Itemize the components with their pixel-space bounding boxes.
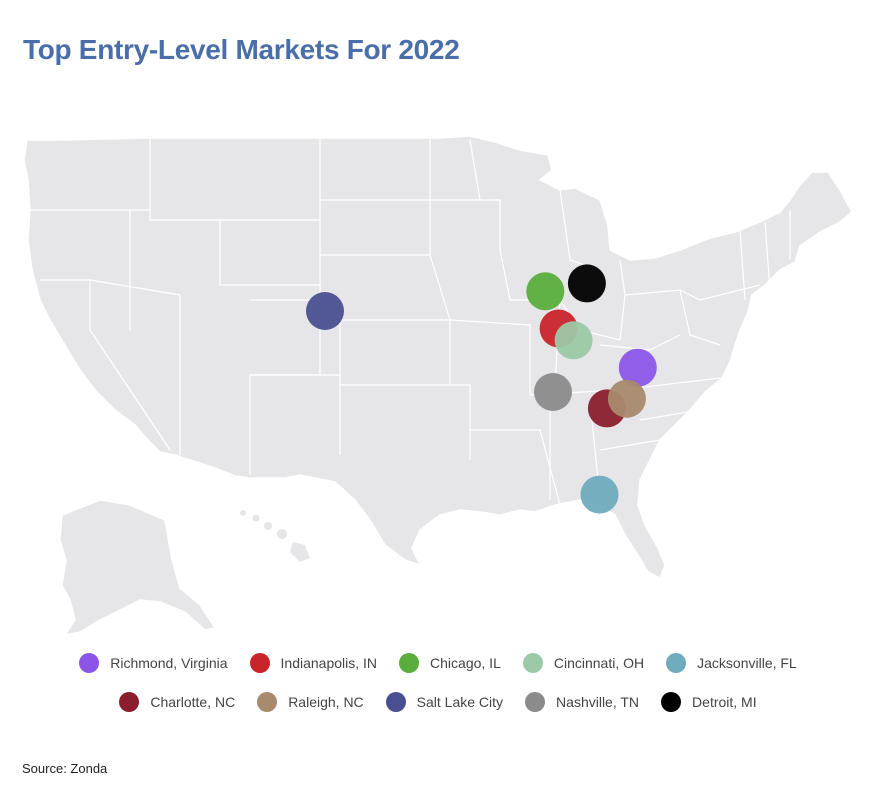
legend-item-salt-lake-city: Salt Lake City xyxy=(385,692,504,712)
marker-chicago-il xyxy=(526,272,565,311)
legend-swatch xyxy=(525,692,546,712)
marker-cincinnati-oh xyxy=(554,321,593,360)
legend-label: Charlotte, NC xyxy=(150,694,236,710)
legend-label: Indianapolis, IN xyxy=(280,655,378,671)
legend-item-cincinnati-oh: Cincinnati, OH xyxy=(522,653,645,673)
legend-item-richmond-virginia: Richmond, Virginia xyxy=(79,653,228,673)
legend-item-indianapolis-in: Indianapolis, IN xyxy=(249,653,378,673)
legend-label: Nashville, TN xyxy=(556,694,640,710)
market-markers xyxy=(306,264,657,514)
legend-item-detroit-mi: Detroit, MI xyxy=(661,692,757,712)
page-title: Top Entry-Level Markets For 2022 xyxy=(23,34,460,65)
legend-row-1: Richmond, Virginia Indianapolis, IN Chicag… xyxy=(0,653,876,673)
legend-label: Detroit, MI xyxy=(692,694,757,710)
legend-label: Salt Lake City xyxy=(416,694,504,710)
legend-item-chicago-il: Chicago, IL xyxy=(399,653,501,673)
legend-item-jacksonville-fl: Jacksonville, FL xyxy=(666,653,797,673)
marker-jacksonville-fl xyxy=(580,475,619,514)
legend-swatch xyxy=(661,692,682,712)
legend-swatch xyxy=(522,653,543,673)
legend-label: Raleigh, NC xyxy=(288,694,364,710)
contiguous-us-landmass xyxy=(23,135,853,580)
marker-richmond-virginia xyxy=(618,348,657,387)
legend-swatch xyxy=(385,692,406,712)
source-note: Source: Zonda xyxy=(22,761,108,776)
legend-item-raleigh-nc: Raleigh, NC xyxy=(257,692,364,712)
legend-row-2: Charlotte, NC Raleigh, NC Salt Lake City Na… xyxy=(0,692,876,712)
legend-item-nashville-tn: Nashville, TN xyxy=(525,692,639,712)
legend-label: Chicago, IL xyxy=(430,655,501,671)
marker-salt-lake-city xyxy=(306,292,344,330)
hawaii-islands xyxy=(240,510,310,562)
legend-swatch xyxy=(249,653,270,673)
alaska-landmass xyxy=(59,499,217,637)
legend-label: Jacksonville, FL xyxy=(697,655,797,671)
legend-swatch xyxy=(399,653,420,673)
marker-nashville-tn xyxy=(534,373,572,411)
marker-detroit-mi xyxy=(567,264,606,303)
marker-raleigh-nc xyxy=(607,379,646,418)
legend-swatch xyxy=(79,653,100,673)
legend-label: Richmond, Virginia xyxy=(110,655,228,671)
legend-swatch xyxy=(666,653,687,673)
legend-swatch xyxy=(119,692,140,712)
legend-label: Cincinnati, OH xyxy=(553,655,645,671)
legend-item-charlotte-nc: Charlotte, NC xyxy=(119,692,235,712)
legend-swatch xyxy=(257,692,278,712)
